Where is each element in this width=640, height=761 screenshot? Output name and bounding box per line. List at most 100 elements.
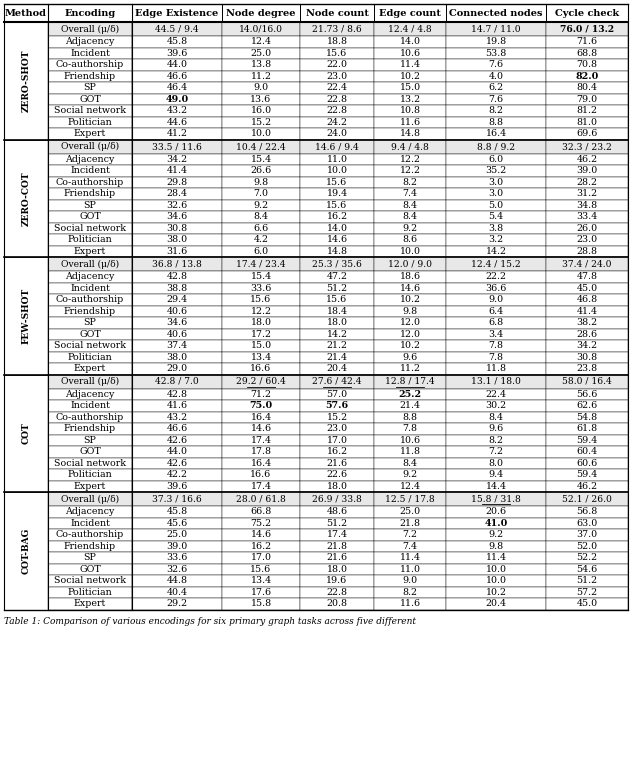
Bar: [222, 94, 300, 105]
Text: GOT: GOT: [79, 95, 101, 103]
Text: 31.2: 31.2: [577, 189, 598, 199]
Text: 39.0: 39.0: [166, 542, 188, 551]
Bar: [222, 305, 300, 317]
Text: 30.8: 30.8: [166, 224, 188, 233]
Text: 14.7 / 11.0: 14.7 / 11.0: [471, 24, 521, 33]
Bar: [300, 105, 374, 116]
Text: Expert: Expert: [74, 247, 106, 256]
Text: 70.8: 70.8: [577, 60, 598, 69]
Text: 38.2: 38.2: [577, 318, 598, 327]
Text: 11.2: 11.2: [399, 365, 420, 373]
Bar: [222, 294, 300, 305]
Bar: [446, 82, 546, 94]
Bar: [374, 352, 446, 363]
Bar: [48, 363, 132, 374]
Text: 56.6: 56.6: [576, 390, 598, 399]
Bar: [300, 598, 374, 610]
Text: 7.8: 7.8: [403, 424, 417, 433]
Text: 25.0: 25.0: [250, 49, 271, 58]
Text: SP: SP: [84, 553, 97, 562]
Bar: [222, 234, 300, 246]
Bar: [374, 94, 446, 105]
Bar: [132, 329, 222, 340]
Text: Expert: Expert: [74, 599, 106, 608]
Bar: [446, 575, 546, 587]
Bar: [132, 457, 222, 469]
Text: 9.6: 9.6: [403, 353, 418, 361]
Text: Overall (μ/δ): Overall (μ/δ): [61, 24, 119, 33]
Text: 21.4: 21.4: [326, 353, 348, 361]
Text: 15.6: 15.6: [250, 565, 271, 574]
Text: 44.0: 44.0: [166, 447, 188, 457]
Bar: [546, 128, 628, 139]
Text: 34.8: 34.8: [577, 201, 598, 210]
Text: GOT: GOT: [79, 565, 101, 574]
Text: 44.8: 44.8: [166, 576, 188, 585]
Bar: [48, 271, 132, 282]
Text: 46.2: 46.2: [577, 482, 598, 491]
Text: 10.0: 10.0: [326, 166, 348, 175]
Text: 69.6: 69.6: [576, 129, 598, 139]
Bar: [222, 211, 300, 222]
Text: 18.0: 18.0: [250, 318, 271, 327]
Bar: [546, 552, 628, 563]
Text: 47.8: 47.8: [577, 272, 598, 282]
Bar: [48, 94, 132, 105]
Text: 59.4: 59.4: [577, 436, 598, 444]
Text: 13.4: 13.4: [250, 576, 271, 585]
Bar: [546, 257, 628, 271]
Bar: [546, 271, 628, 282]
Bar: [374, 506, 446, 517]
Bar: [48, 154, 132, 165]
Bar: [132, 389, 222, 400]
Bar: [222, 400, 300, 412]
Text: 26.9 / 33.8: 26.9 / 33.8: [312, 495, 362, 504]
Bar: [546, 116, 628, 128]
Bar: [446, 563, 546, 575]
Text: 22.8: 22.8: [326, 587, 348, 597]
Text: 28.2: 28.2: [577, 178, 598, 186]
Bar: [546, 305, 628, 317]
Bar: [300, 282, 374, 294]
Bar: [48, 294, 132, 305]
Bar: [300, 271, 374, 282]
Bar: [132, 139, 222, 154]
Bar: [374, 82, 446, 94]
Bar: [546, 294, 628, 305]
Text: 42.6: 42.6: [166, 436, 188, 444]
Bar: [446, 480, 546, 492]
Text: 8.4: 8.4: [403, 212, 417, 221]
Text: 46.8: 46.8: [577, 295, 598, 304]
Bar: [222, 340, 300, 352]
Bar: [446, 271, 546, 282]
Bar: [132, 4, 222, 22]
Bar: [222, 177, 300, 188]
Text: 18.0: 18.0: [326, 318, 348, 327]
Bar: [374, 517, 446, 529]
Bar: [4, 492, 48, 610]
Text: 24.2: 24.2: [326, 118, 348, 127]
Bar: [222, 374, 300, 389]
Bar: [300, 139, 374, 154]
Text: 15.6: 15.6: [326, 295, 348, 304]
Text: 14.0/16.0: 14.0/16.0: [239, 24, 283, 33]
Text: COT-BAG: COT-BAG: [22, 527, 31, 574]
Bar: [132, 340, 222, 352]
Text: 57.2: 57.2: [577, 587, 598, 597]
Text: 42.8: 42.8: [166, 390, 188, 399]
Bar: [48, 4, 132, 22]
Text: 21.2: 21.2: [326, 341, 348, 350]
Bar: [222, 540, 300, 552]
Bar: [222, 246, 300, 257]
Bar: [374, 457, 446, 469]
Bar: [446, 598, 546, 610]
Bar: [132, 47, 222, 59]
Bar: [546, 234, 628, 246]
Text: 45.0: 45.0: [577, 284, 598, 293]
Text: Incident: Incident: [70, 519, 110, 527]
Text: 9.4: 9.4: [488, 470, 504, 479]
Bar: [48, 199, 132, 211]
Text: 41.2: 41.2: [166, 129, 188, 139]
Text: Connected nodes: Connected nodes: [449, 8, 543, 18]
Bar: [48, 492, 132, 506]
